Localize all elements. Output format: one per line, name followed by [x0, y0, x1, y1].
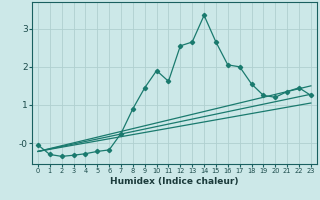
- X-axis label: Humidex (Indice chaleur): Humidex (Indice chaleur): [110, 177, 239, 186]
